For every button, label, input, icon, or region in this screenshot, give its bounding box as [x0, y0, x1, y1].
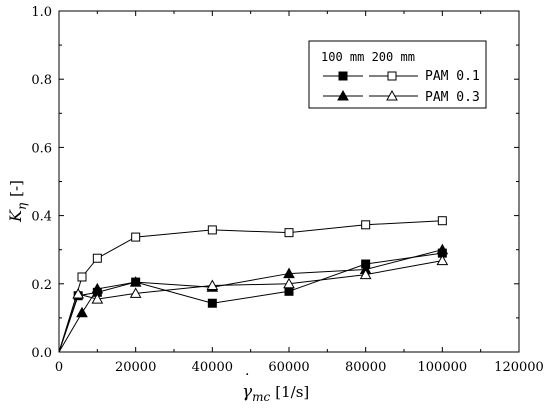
legend-label-pam-0-1: PAM 0.1	[425, 69, 480, 84]
data-point	[129, 276, 142, 287]
data-point	[436, 254, 449, 266]
data-point	[91, 293, 104, 304]
legend-row-1	[323, 89, 418, 101]
data-point	[361, 220, 371, 230]
series-triangle-open	[58, 254, 449, 353]
x-tick-label: 40000	[192, 360, 233, 375]
data-point	[92, 253, 102, 263]
data-point	[283, 267, 295, 279]
y-tick-label: 1.0	[31, 5, 52, 20]
data-point	[129, 287, 142, 298]
axis-titles: γmc [1/s] · Kη [-]	[6, 180, 309, 404]
y-tick-label: 0.2	[31, 278, 52, 293]
axes: 0 20000 40000 60000 80000 100000 120000 0.0 0.2 0…	[31, 5, 544, 375]
data-point	[284, 228, 294, 238]
legend-marker	[338, 71, 348, 81]
y-axis-symbol: K	[6, 209, 25, 223]
legend-label-pam-0-3: PAM 0.3	[425, 90, 480, 105]
y-tick-label: 0.0	[31, 346, 52, 361]
data-point	[207, 225, 217, 235]
x-axis-subscript: mc	[252, 390, 270, 404]
data-point	[131, 232, 141, 242]
x-axis-unit: [1/s]	[275, 383, 309, 401]
legend-marker	[337, 89, 349, 101]
y-tick-label: 0.6	[31, 141, 52, 156]
x-axis-dot-accent: ·	[245, 367, 249, 383]
data-point	[359, 268, 372, 280]
legend-row-0	[323, 71, 418, 81]
data-point	[437, 216, 447, 226]
series-line	[58, 260, 443, 353]
series-layer	[58, 216, 449, 353]
data-point	[436, 243, 449, 255]
y-axis-title: Kη [-]	[6, 180, 29, 223]
x-tick-label: 20000	[115, 360, 156, 375]
data-point	[72, 288, 85, 299]
data-point	[206, 279, 219, 291]
x-tick-label: 0	[55, 360, 63, 375]
series-square-open	[58, 216, 447, 353]
x-axis-title: γmc [1/s]	[242, 382, 309, 404]
y-tick-label: 0.8	[31, 73, 52, 88]
legend-marker	[386, 89, 398, 101]
series-line	[58, 249, 443, 353]
data-point	[284, 286, 294, 296]
series-square-filled	[58, 248, 447, 353]
data-point	[76, 306, 88, 318]
legend-marker	[387, 71, 397, 81]
data-point	[283, 277, 295, 289]
legend: 100 mm 200 mm PAM 0.1 PAM 0.3	[308, 40, 487, 109]
legend-header: 100 mm 200 mm	[321, 50, 415, 64]
data-point	[207, 298, 217, 308]
x-tick-label: 100000	[418, 360, 468, 375]
series-line	[58, 252, 443, 353]
x-tick-label: 60000	[268, 360, 309, 375]
x-tick-label: 120000	[494, 360, 544, 375]
series-line	[58, 220, 443, 353]
data-point	[77, 272, 87, 282]
x-tick-label: 80000	[345, 360, 386, 375]
data-point	[91, 282, 104, 294]
x-axis-symbol: γ	[242, 382, 253, 402]
y-axis-subscript: η	[15, 202, 29, 210]
y-axis-unit: [-]	[7, 180, 25, 197]
y-tick-label: 0.4	[31, 210, 52, 225]
